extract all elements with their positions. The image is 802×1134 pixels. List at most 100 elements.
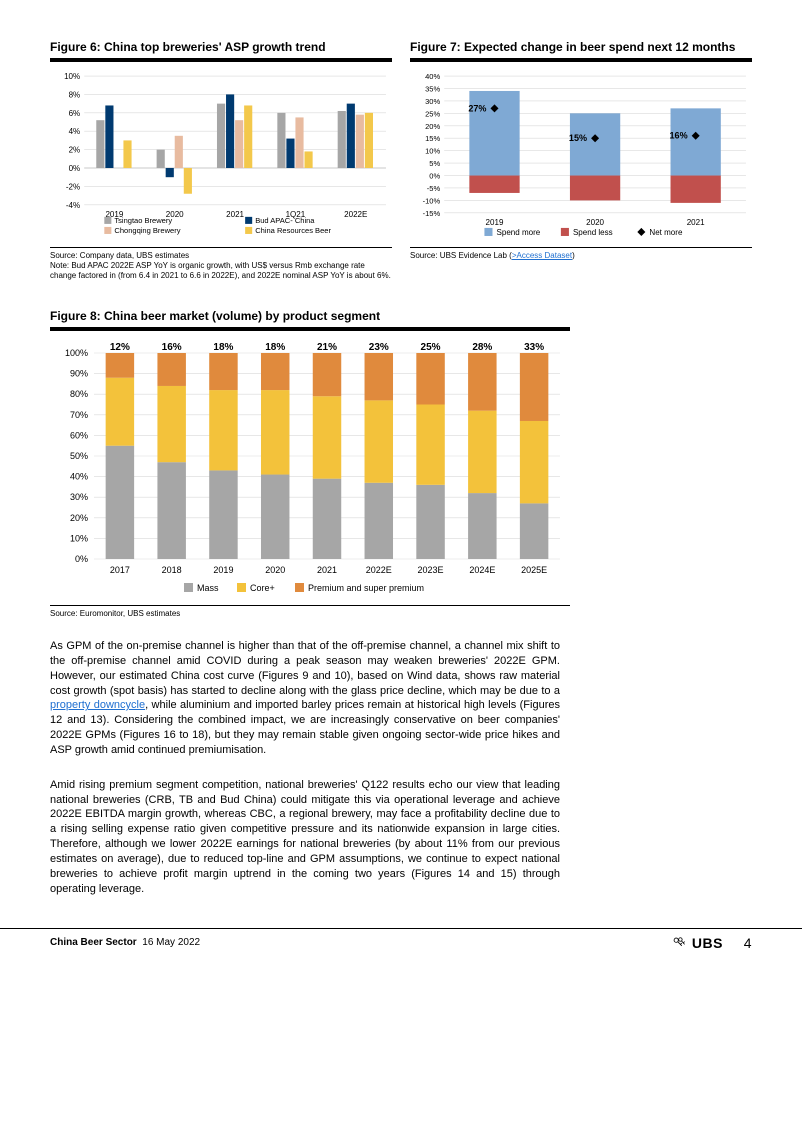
svg-text:2025E: 2025E — [521, 565, 547, 575]
figure-8-chart: 0% 10% 20% 30% 40% 50% 60% 70% 80% 90% 100% 12% 2017… — [50, 327, 570, 599]
figure-6-source: Source: Company data, UBS estimates Note… — [50, 247, 392, 281]
svg-text:25%: 25% — [421, 342, 441, 353]
svg-text:0%: 0% — [69, 164, 81, 173]
footer-left: China Beer Sector 16 May 2022 — [50, 937, 200, 948]
svg-text:20%: 20% — [70, 513, 88, 523]
svg-text:2023E: 2023E — [418, 565, 444, 575]
body-paragraph-1: As GPM of the on-premise channel is high… — [50, 639, 560, 758]
svg-text:-2%: -2% — [66, 182, 80, 191]
svg-text:35%: 35% — [425, 84, 440, 93]
svg-text:18%: 18% — [213, 342, 233, 353]
figure-8: Figure 8: China beer market (volume) by … — [50, 309, 752, 619]
svg-text:2019: 2019 — [213, 565, 233, 575]
figure-7: Figure 7: Expected change in beer spend … — [410, 40, 752, 281]
svg-text:2021: 2021 — [226, 210, 244, 219]
svg-text:2%: 2% — [69, 146, 81, 155]
figure-6: Figure 6: China top breweries' ASP growt… — [50, 40, 392, 281]
property-downcycle-link[interactable]: property downcycle — [50, 699, 145, 711]
svg-text:Chongqing Brewery: Chongqing Brewery — [114, 226, 180, 235]
svg-text:90%: 90% — [70, 369, 88, 379]
svg-text:40%: 40% — [425, 72, 440, 81]
svg-text:-4%: -4% — [66, 201, 80, 210]
svg-text:Premium and super premium: Premium and super premium — [308, 583, 424, 593]
footer-right: UBS 4 — [672, 935, 752, 951]
svg-text:60%: 60% — [70, 430, 88, 440]
svg-text:2024E: 2024E — [469, 565, 495, 575]
ubs-keys-icon — [672, 936, 686, 950]
svg-text:2020: 2020 — [586, 218, 604, 227]
figure-7-source-prefix: Source: UBS Evidence Lab ( — [410, 251, 512, 260]
figure-6-chart: -4%-2%0%2%4%6%8%10%2019202020211Q212022E… — [50, 58, 392, 241]
svg-text:Bud APAC- China: Bud APAC- China — [255, 216, 315, 225]
svg-text:Spend less: Spend less — [573, 228, 613, 237]
figure-7-title: Figure 7: Expected change in beer spend … — [410, 40, 752, 54]
svg-text:100%: 100% — [65, 348, 88, 358]
svg-text:25%: 25% — [425, 109, 440, 118]
svg-text:0%: 0% — [75, 554, 88, 564]
svg-text:Spend more: Spend more — [497, 228, 541, 237]
figure-7-svg: -15% -10% -5% 0% 5% 10% 15% 20% 25% 30% 35% 40% 27% 2… — [410, 70, 752, 241]
body-paragraph-2: Amid rising premium segment competition,… — [50, 778, 560, 897]
figure-6-note: Note: Bud APAC 2022E ASP YoY is organic … — [50, 261, 391, 280]
svg-text:Core+: Core+ — [250, 583, 275, 593]
figure-6-source-text: Source: Company data, UBS estimates — [50, 251, 189, 260]
svg-text:2020: 2020 — [265, 565, 285, 575]
svg-text:China Resources Beer: China Resources Beer — [255, 226, 331, 235]
svg-text:-5%: -5% — [427, 184, 441, 193]
svg-text:16%: 16% — [162, 342, 182, 353]
svg-text:40%: 40% — [70, 472, 88, 482]
svg-text:8%: 8% — [69, 90, 81, 99]
svg-text:2021: 2021 — [687, 218, 705, 227]
svg-text:30%: 30% — [425, 97, 440, 106]
svg-text:2022E: 2022E — [344, 210, 368, 219]
svg-text:30%: 30% — [70, 492, 88, 502]
svg-text:23%: 23% — [369, 342, 389, 353]
footer-date: 16 May 2022 — [142, 937, 200, 948]
svg-text:20%: 20% — [425, 122, 440, 131]
figure-8-title: Figure 8: China beer market (volume) by … — [50, 309, 752, 323]
svg-text:50%: 50% — [70, 451, 88, 461]
page-footer: China Beer Sector 16 May 2022 UBS 4 — [0, 928, 802, 961]
svg-text:15%: 15% — [425, 134, 440, 143]
svg-text:Net more: Net more — [649, 228, 683, 237]
figure-7-chart: -15% -10% -5% 0% 5% 10% 15% 20% 25% 30% 35% 40% 27% 2… — [410, 58, 752, 241]
figure-6-title: Figure 6: China top breweries' ASP growt… — [50, 40, 392, 54]
svg-text:4%: 4% — [69, 127, 81, 136]
svg-text:Tsingtao Brewery: Tsingtao Brewery — [114, 216, 172, 225]
svg-text:-15%: -15% — [423, 209, 441, 218]
figure-8-source-text: Source: Euromonitor, UBS estimates — [50, 609, 180, 618]
svg-text:Mass: Mass — [197, 583, 219, 593]
svg-text:27%: 27% — [468, 103, 486, 113]
svg-text:2019: 2019 — [486, 218, 504, 227]
svg-text:10%: 10% — [425, 147, 440, 156]
svg-text:33%: 33% — [524, 342, 544, 353]
svg-text:21%: 21% — [317, 342, 337, 353]
svg-text:18%: 18% — [265, 342, 285, 353]
figure-8-svg: 0% 10% 20% 30% 40% 50% 60% 70% 80% 90% 100% 12% 2017… — [50, 339, 570, 599]
svg-text:2022E: 2022E — [366, 565, 392, 575]
svg-text:5%: 5% — [429, 159, 440, 168]
svg-text:70%: 70% — [70, 410, 88, 420]
svg-text:2017: 2017 — [110, 565, 130, 575]
footer-doc-title: China Beer Sector — [50, 937, 137, 948]
svg-text:6%: 6% — [69, 109, 81, 118]
svg-text:0%: 0% — [429, 172, 440, 181]
svg-text:12%: 12% — [110, 342, 130, 353]
svg-text:10%: 10% — [70, 533, 88, 543]
body-para1-a: As GPM of the on-premise channel is high… — [50, 640, 560, 697]
svg-text:28%: 28% — [472, 342, 492, 353]
svg-text:10%: 10% — [64, 72, 80, 81]
svg-text:-10%: -10% — [423, 196, 441, 205]
figure-7-source-suffix: ) — [572, 251, 575, 260]
footer-brand: UBS — [692, 935, 723, 951]
figure-7-source: Source: UBS Evidence Lab (>Access Datase… — [410, 247, 752, 261]
figure-7-source-link[interactable]: >Access Dataset — [512, 251, 572, 260]
figure-6-svg: -4%-2%0%2%4%6%8%10%2019202020211Q212022E… — [50, 70, 392, 241]
svg-text:15%: 15% — [569, 133, 587, 143]
figure-8-source: Source: Euromonitor, UBS estimates — [50, 605, 570, 619]
svg-text:16%: 16% — [670, 131, 688, 141]
svg-text:2021: 2021 — [317, 565, 337, 575]
footer-page-number: 4 — [744, 935, 752, 951]
svg-text:2018: 2018 — [162, 565, 182, 575]
svg-text:80%: 80% — [70, 389, 88, 399]
